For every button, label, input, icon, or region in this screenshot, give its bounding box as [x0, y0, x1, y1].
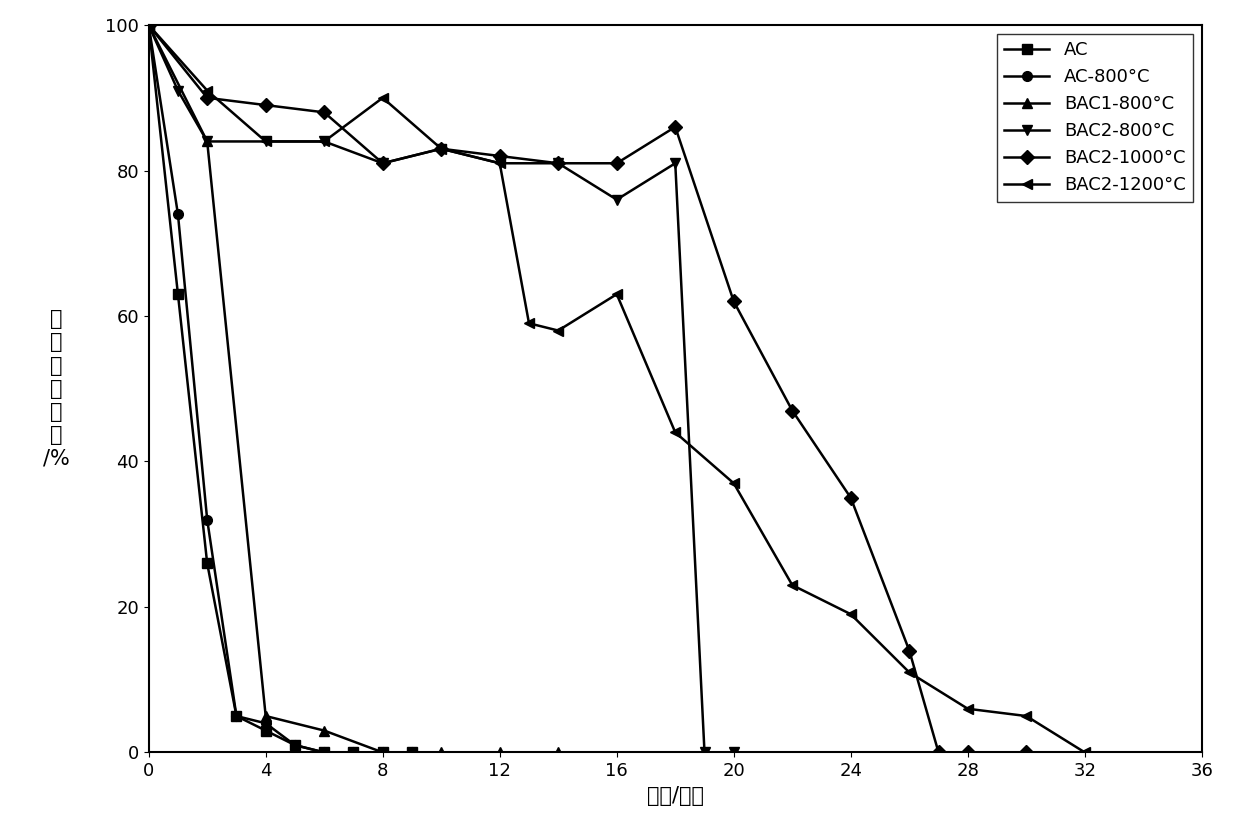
BAC2-800°C — [551, 158, 566, 168]
BAC2-1000°C — [610, 158, 624, 168]
BAC2-1000°C — [492, 151, 507, 161]
AC-800°C — [229, 711, 244, 721]
BAC2-1200°C — [610, 289, 624, 299]
BAC2-1200°C — [141, 20, 156, 30]
BAC2-1200°C — [522, 319, 536, 329]
BAC2-1200°C — [1018, 711, 1033, 721]
BAC2-1200°C — [668, 427, 683, 437]
Line: BAC2-1000°C: BAC2-1000°C — [144, 20, 1031, 757]
BAC2-800°C — [199, 136, 214, 146]
BAC1-800°C — [141, 20, 156, 30]
BAC1-800°C — [551, 747, 566, 757]
BAC2-1000°C — [1018, 747, 1033, 757]
BAC1-800°C — [492, 747, 507, 757]
AC — [346, 747, 361, 757]
BAC2-800°C — [726, 747, 741, 757]
AC-800°C — [258, 718, 273, 728]
BAC2-1200°C — [434, 144, 449, 154]
BAC2-1000°C — [960, 747, 975, 757]
AC — [375, 747, 390, 757]
X-axis label: 时间/小时: 时间/小时 — [647, 786, 704, 806]
AC-800°C — [346, 747, 361, 757]
Line: BAC2-1200°C: BAC2-1200°C — [144, 20, 1089, 757]
BAC2-800°C — [171, 85, 186, 95]
BAC2-1200°C — [492, 158, 507, 168]
BAC1-800°C — [375, 747, 390, 757]
AC-800°C — [375, 747, 390, 757]
BAC2-1000°C — [844, 493, 859, 503]
BAC2-1000°C — [932, 747, 947, 757]
AC-800°C — [404, 747, 419, 757]
AC — [199, 558, 214, 568]
AC-800°C — [171, 209, 186, 219]
BAC1-800°C — [199, 136, 214, 146]
BAC2-800°C — [698, 747, 712, 757]
BAC2-800°C — [141, 20, 156, 30]
BAC2-1200°C — [551, 325, 566, 335]
BAC2-1200°C — [726, 478, 741, 488]
BAC2-1200°C — [375, 93, 390, 103]
Line: AC: AC — [144, 20, 416, 757]
BAC2-1200°C — [902, 667, 917, 677]
BAC2-1000°C — [141, 20, 156, 30]
AC-800°C — [287, 740, 302, 750]
Line: BAC1-800°C: BAC1-800°C — [144, 20, 563, 757]
BAC2-1200°C — [317, 136, 332, 146]
BAC2-1000°C — [258, 100, 273, 110]
AC — [229, 711, 244, 721]
AC — [287, 740, 302, 750]
BAC2-800°C — [317, 136, 332, 146]
BAC2-1000°C — [668, 122, 683, 132]
BAC1-800°C — [434, 747, 449, 757]
BAC2-1000°C — [784, 405, 799, 415]
Line: AC-800°C: AC-800°C — [144, 20, 416, 757]
AC-800°C — [199, 515, 214, 525]
BAC2-800°C — [375, 158, 390, 168]
BAC2-1000°C — [902, 645, 917, 655]
BAC2-800°C — [492, 158, 507, 168]
BAC1-800°C — [317, 726, 332, 736]
AC — [141, 20, 156, 30]
AC — [317, 747, 332, 757]
BAC2-800°C — [610, 195, 624, 205]
BAC2-800°C — [258, 136, 273, 146]
BAC2-1200°C — [844, 609, 859, 619]
BAC2-1200°C — [199, 85, 214, 95]
BAC2-1000°C — [551, 158, 566, 168]
BAC2-1000°C — [434, 144, 449, 154]
AC — [404, 747, 419, 757]
AC-800°C — [317, 747, 332, 757]
BAC2-1200°C — [1078, 747, 1093, 757]
Y-axis label: 相
对
催
化
活
性
/%: 相 对 催 化 活 性 /% — [43, 309, 69, 468]
BAC1-800°C — [258, 711, 273, 721]
BAC2-1000°C — [375, 158, 390, 168]
Legend: AC, AC-800°C, BAC1-800°C, BAC2-800°C, BAC2-1000°C, BAC2-1200°C: AC, AC-800°C, BAC1-800°C, BAC2-800°C, BA… — [997, 34, 1193, 201]
BAC2-800°C — [434, 144, 449, 154]
BAC2-1200°C — [784, 580, 799, 590]
BAC2-1000°C — [317, 107, 332, 117]
BAC2-1000°C — [726, 297, 741, 307]
BAC2-1200°C — [960, 704, 975, 714]
BAC2-800°C — [668, 158, 683, 168]
AC — [171, 289, 186, 299]
BAC2-1000°C — [199, 93, 214, 103]
AC — [258, 726, 273, 736]
Line: BAC2-800°C: BAC2-800°C — [144, 20, 738, 757]
AC-800°C — [141, 20, 156, 30]
BAC2-1200°C — [258, 136, 273, 146]
